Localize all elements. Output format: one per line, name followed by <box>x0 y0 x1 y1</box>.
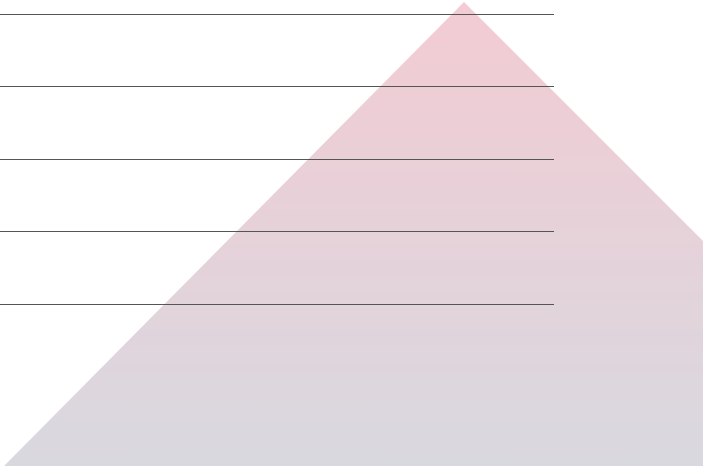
triangle-shape <box>4 2 703 466</box>
horizontal-lines <box>0 14 554 305</box>
